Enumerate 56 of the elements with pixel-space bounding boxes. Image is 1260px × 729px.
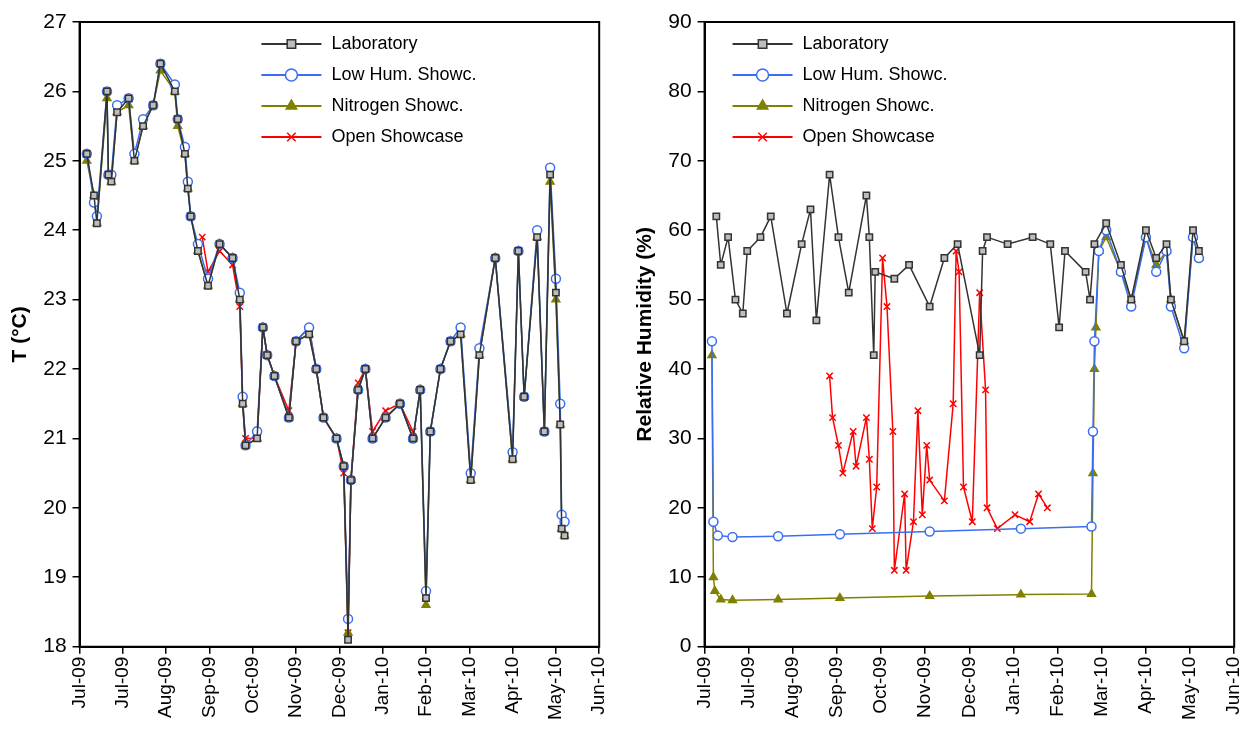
y-tick-label: 90 [668, 8, 692, 32]
y-axis-title: Relative Humidity (%) [632, 226, 656, 442]
y-tick-label: 18 [43, 633, 67, 657]
y-tick-label: 23 [43, 286, 67, 310]
x-tick-label: Mar-10 [457, 656, 479, 717]
legend-label: Open Showcase [802, 125, 935, 146]
x-tick-label: Sep-09 [825, 656, 847, 718]
x-tick-label: Jul-09 [736, 656, 758, 709]
x-tick-label: May-10 [544, 656, 566, 720]
y-tick-label: 21 [43, 425, 67, 449]
y-axis-title: T (°C) [7, 306, 31, 363]
x-tick-label: Feb-10 [414, 656, 436, 717]
x-tick-label: Aug-09 [781, 656, 803, 718]
y-tick-label: 24 [43, 217, 67, 241]
legend-label: Low Hum. Showc. [802, 63, 948, 84]
y-tick-label: 22 [43, 355, 67, 379]
x-tick-label: Oct-09 [241, 656, 263, 714]
y-tick-label: 27 [43, 8, 67, 32]
x-tick-label: Dec-09 [957, 656, 979, 718]
x-tick-label: Nov-09 [284, 656, 306, 718]
x-tick-label: Dec-09 [327, 656, 349, 718]
x-tick-label: May-10 [1178, 656, 1200, 720]
y-tick-label: 0 [679, 633, 692, 657]
legend-label: Laboratory [331, 32, 418, 53]
y-tick-label: 25 [43, 147, 67, 171]
y-tick-label: 10 [668, 564, 692, 588]
y-tick-label: 30 [668, 425, 692, 449]
legend-label: Low Hum. Showc. [331, 63, 477, 84]
x-tick-label: Feb-10 [1045, 656, 1067, 717]
x-tick-label: Jul-09 [111, 656, 133, 709]
y-tick-label: 70 [668, 147, 692, 171]
legend-label: Nitrogen Showc. [331, 94, 464, 115]
x-tick-label: Apr-10 [1134, 656, 1156, 714]
x-tick-label: Jun-10 [587, 656, 609, 715]
x-tick-label: Mar-10 [1090, 656, 1112, 717]
x-tick-label: Aug-09 [154, 656, 176, 718]
legend-label: Nitrogen Showc. [802, 94, 935, 115]
x-tick-label: Apr-10 [500, 656, 522, 714]
x-tick-label: Jun-10 [1222, 656, 1244, 715]
x-tick-label: Sep-09 [197, 656, 219, 718]
legend-label: Laboratory [802, 32, 889, 53]
y-tick-label: 20 [43, 494, 67, 518]
y-tick-label: 20 [668, 494, 692, 518]
y-tick-label: 50 [668, 286, 692, 310]
x-tick-label: Jan-10 [1001, 656, 1023, 715]
y-tick-label: 26 [43, 78, 67, 102]
y-tick-label: 60 [668, 217, 692, 241]
x-tick-label: Jan-10 [370, 656, 392, 715]
x-tick-label: Nov-09 [913, 656, 935, 718]
y-tick-label: 19 [43, 564, 67, 588]
y-tick-label: 40 [668, 355, 692, 379]
legend-label: Open Showcase [331, 125, 464, 146]
y-tick-label: 80 [668, 78, 692, 102]
x-tick-label: Jul-09 [692, 656, 714, 709]
x-tick-label: Oct-09 [869, 656, 891, 714]
x-tick-label: Jul-09 [67, 656, 89, 709]
